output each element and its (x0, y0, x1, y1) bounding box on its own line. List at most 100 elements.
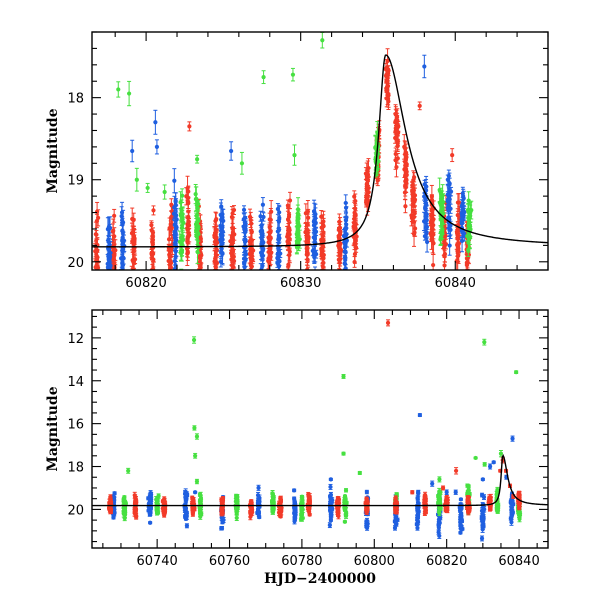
data-point (154, 144, 160, 149)
data-point (250, 296, 254, 300)
data-point (442, 263, 447, 268)
data-point (447, 225, 452, 230)
data-point (260, 263, 265, 268)
data-point (410, 196, 415, 201)
data-point (180, 193, 185, 198)
data-point (111, 228, 116, 233)
data-point (251, 248, 256, 253)
data-point (461, 196, 466, 201)
data-point (352, 210, 357, 215)
data-point (169, 226, 174, 231)
data-point (169, 299, 173, 303)
data-point (447, 243, 452, 248)
data-point (173, 199, 178, 204)
data-point (424, 229, 429, 235)
data-point (320, 264, 325, 269)
data-point (305, 257, 310, 262)
y-tick-label: 19 (67, 174, 84, 189)
data-point (169, 202, 174, 207)
data-point (267, 217, 272, 222)
data-point (177, 239, 182, 245)
data-point (232, 232, 237, 237)
top-panel-light-curve-zoom: 60820 60830 60840 18 19 20 Magnitude (45, 31, 549, 303)
data-point (213, 274, 217, 278)
data-point (120, 218, 125, 223)
data-point (393, 151, 398, 157)
data-point (385, 58, 390, 64)
data-point (120, 273, 124, 277)
data-point (181, 220, 186, 226)
data-point (110, 272, 114, 276)
data-point (229, 148, 234, 154)
data-point (148, 520, 153, 525)
data-point (94, 290, 98, 294)
data-point (321, 271, 325, 275)
x-tick-label: 60830 (280, 276, 321, 291)
data-point (403, 204, 408, 209)
data-point (214, 236, 219, 241)
data-point (275, 229, 280, 234)
data-point (286, 214, 292, 220)
data-point (116, 87, 121, 92)
data-point (194, 222, 199, 227)
data-point (344, 215, 349, 220)
data-point (185, 234, 191, 240)
data-point (186, 199, 191, 204)
data-point (149, 228, 154, 233)
data-point (172, 178, 177, 183)
data-point (276, 271, 280, 275)
data-point (266, 256, 271, 261)
data-point (108, 263, 113, 269)
data-point (292, 153, 297, 158)
top-panel-y-axis-label: Magnitude (45, 108, 61, 193)
data-point (241, 207, 247, 212)
data-point (150, 241, 155, 246)
data-point (130, 239, 135, 244)
data-point (424, 239, 430, 245)
data-point (353, 198, 358, 204)
data-point (213, 271, 217, 275)
data-point (197, 277, 201, 281)
data-point (423, 215, 428, 220)
data-point (197, 264, 203, 269)
data-point (111, 286, 115, 290)
data-point (305, 239, 311, 244)
data-point (187, 124, 192, 129)
data-point (214, 247, 219, 252)
y-tick-label: 20 (67, 256, 84, 271)
data-point (149, 492, 154, 497)
data-point (343, 266, 348, 270)
data-point (412, 226, 418, 231)
data-point (295, 211, 300, 216)
data-point (197, 273, 201, 277)
data-point (460, 204, 465, 209)
data-point (214, 271, 218, 275)
data-point (465, 253, 470, 258)
data-point (364, 184, 370, 189)
data-point (162, 189, 167, 195)
data-point (320, 38, 325, 43)
data-point (168, 222, 173, 227)
data-point (179, 272, 183, 276)
data-point (320, 244, 325, 249)
data-point (297, 223, 302, 229)
data-point (248, 217, 253, 223)
data-point (313, 212, 318, 217)
data-point (120, 276, 124, 280)
data-point (393, 111, 398, 116)
data-point (261, 214, 266, 220)
data-point (424, 224, 430, 230)
data-point (243, 228, 248, 233)
data-point (96, 215, 101, 220)
data-point (266, 235, 271, 240)
data-point (106, 237, 111, 243)
data-point (455, 229, 460, 234)
data-point (287, 198, 293, 203)
data-point (197, 290, 201, 294)
data-point (172, 266, 177, 270)
data-point (385, 78, 390, 83)
top-panel-data (92, 32, 548, 303)
data-point (319, 225, 324, 230)
data-point (375, 178, 380, 183)
data-point (174, 217, 179, 222)
